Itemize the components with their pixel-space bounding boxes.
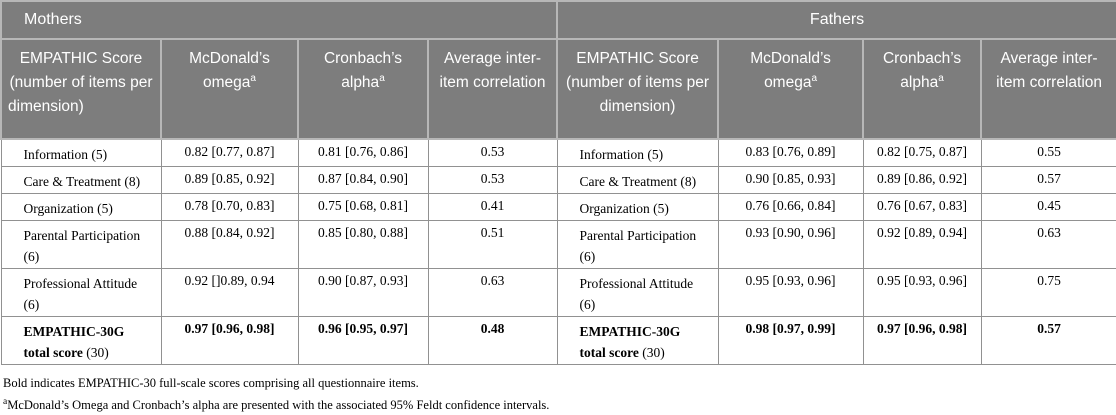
mothers-alpha-column-header: Cronbach’s alphaa [297, 38, 429, 140]
footnote-a: aMcDonald’s Omega and Cronbach’s alpha a… [3, 393, 1116, 415]
table-row: Care & Treatment (8) 0.89 [0.85, 0.92] 0… [0, 166, 1116, 194]
mothers-dimension-label: Care & Treatment (8) [0, 166, 162, 194]
total-label-note: (30) [638, 345, 665, 360]
mothers-avg-value: 0.41 [427, 193, 558, 221]
fathers-alpha-value: 0.76 [0.67, 0.83] [862, 193, 982, 221]
omega-label: McDonald’s omega [189, 50, 270, 91]
mothers-dimension-label: Information (5) [0, 138, 162, 167]
fathers-omega-column-header: McDonald’s omegaa [717, 38, 865, 140]
mothers-dimension-label: Organization (5) [0, 193, 162, 221]
fathers-alpha-value: 0.82 [0.75, 0.87] [862, 138, 982, 167]
mothers-avg-value: 0.63 [427, 268, 558, 317]
fathers-dimension-label: Professional Attitude (6) [556, 268, 719, 317]
fathers-dimension-label: Information (5) [556, 138, 719, 167]
mothers-alpha-value: 0.96 [0.95, 0.97] [297, 316, 429, 365]
mothers-avg-value: 0.48 [427, 316, 558, 365]
fathers-omega-value: 0.90 [0.85, 0.93] [717, 166, 864, 194]
mothers-alpha-value: 0.75 [0.68, 0.81] [297, 193, 429, 221]
alpha-label: Cronbach’s alpha [323, 50, 403, 91]
fathers-alpha-column-header: Cronbach’s alphaa [862, 38, 983, 140]
table-row: Organization (5) 0.78 [0.70, 0.83] 0.75 … [0, 193, 1116, 221]
table-row: Parental Participation (6) 0.88 [0.84, 0… [0, 220, 1116, 269]
fathers-omega-value: 0.98 [0.97, 0.99] [717, 316, 864, 365]
footnote-a-marker: a [3, 397, 8, 407]
alpha-label: Cronbach’s alpha [882, 50, 962, 91]
fathers-score-column-header: EMPATHIC Score (number of items per dime… [556, 38, 720, 140]
fathers-avg-value: 0.57 [980, 316, 1116, 365]
table-footnotes: Bold indicates EMPATHIC-30 full-scale sc… [3, 374, 1116, 415]
mothers-alpha-value: 0.87 [0.84, 0.90] [297, 166, 429, 194]
table-body: Information (5) 0.82 [0.77, 0.87] 0.81 [… [0, 138, 1116, 365]
mothers-total-label: EMPATHIC-30G total score (30) [0, 316, 162, 365]
mothers-omega-value: 0.82 [0.77, 0.87] [160, 138, 299, 167]
mothers-avg-value: 0.53 [427, 138, 558, 167]
fathers-omega-value: 0.95 [0.93, 0.96] [717, 268, 864, 317]
fathers-dimension-label: Organization (5) [556, 193, 719, 221]
mothers-omega-column-header: McDonald’s omegaa [160, 38, 299, 140]
fathers-dimension-label: Parental Participation (6) [556, 220, 719, 269]
mothers-score-column-header: EMPATHIC Score (number of items per dime… [0, 38, 162, 140]
table-header: Mothers Fathers EMPATHIC Score (number o… [0, 0, 1116, 140]
fathers-omega-value: 0.93 [0.90, 0.96] [717, 220, 864, 269]
footnote-a-text: McDonald’s Omega and Cronbach’s alpha ar… [7, 398, 550, 413]
mothers-avg-value: 0.53 [427, 166, 558, 194]
fathers-total-label: EMPATHIC-30G total score (30) [556, 316, 719, 365]
mothers-avg-column-header: Average inter-item correlation [426, 38, 559, 140]
fathers-group-header: Fathers [556, 0, 1116, 40]
fathers-alpha-value: 0.95 [0.93, 0.96] [862, 268, 982, 317]
footnote-marker-a: a [250, 72, 256, 84]
group-header-row: Mothers Fathers [0, 0, 1116, 40]
total-label-note: (30) [82, 345, 109, 360]
reliability-table: Mothers Fathers EMPATHIC Score (number o… [0, 0, 1116, 365]
total-label-bold: EMPATHIC-30G total score [579, 324, 681, 360]
footnote-marker-a: a [938, 72, 944, 84]
fathers-omega-value: 0.83 [0.76, 0.89] [717, 138, 864, 167]
total-label-bold: EMPATHIC-30G total score [23, 324, 125, 360]
mothers-omega-value: 0.92 []0.89, 0.94 [160, 268, 299, 317]
fathers-avg-value: 0.55 [980, 138, 1116, 167]
table-row: Professional Attitude (6) 0.92 []0.89, 0… [0, 268, 1116, 317]
mothers-dimension-label: Parental Participation (6) [0, 220, 162, 269]
mothers-alpha-value: 0.85 [0.80, 0.88] [297, 220, 429, 269]
fathers-dimension-label: Care & Treatment (8) [556, 166, 719, 194]
column-header-row: EMPATHIC Score (number of items per dime… [0, 38, 1116, 140]
mothers-group-header: Mothers [0, 0, 559, 40]
fathers-alpha-value: 0.89 [0.86, 0.92] [862, 166, 982, 194]
fathers-avg-value: 0.63 [980, 220, 1116, 269]
mothers-omega-value: 0.89 [0.85, 0.92] [160, 166, 299, 194]
total-score-row: EMPATHIC-30G total score (30) 0.97 [0.96… [0, 316, 1116, 365]
fathers-avg-value: 0.45 [980, 193, 1116, 221]
footnote-marker-a: a [811, 72, 818, 84]
fathers-alpha-value: 0.97 [0.96, 0.98] [862, 316, 982, 365]
mothers-alpha-value: 0.90 [0.87, 0.93] [297, 268, 429, 317]
mothers-omega-value: 0.88 [0.84, 0.92] [160, 220, 299, 269]
table-row: Information (5) 0.82 [0.77, 0.87] 0.81 [… [0, 138, 1116, 167]
footnote-bold-note: Bold indicates EMPATHIC-30 full-scale sc… [3, 376, 419, 390]
footnote-marker-a: a [379, 72, 385, 84]
omega-label: McDonald’s omega [750, 50, 831, 91]
fathers-omega-value: 0.76 [0.66, 0.84] [717, 193, 864, 221]
fathers-avg-value: 0.57 [980, 166, 1116, 194]
fathers-alpha-value: 0.92 [0.89, 0.94] [862, 220, 982, 269]
fathers-avg-value: 0.75 [980, 268, 1116, 317]
mothers-avg-value: 0.51 [427, 220, 558, 269]
mothers-alpha-value: 0.81 [0.76, 0.86] [297, 138, 429, 167]
mothers-dimension-label: Professional Attitude (6) [0, 268, 162, 317]
fathers-avg-column-header: Average inter-item correlation [980, 38, 1116, 140]
mothers-omega-value: 0.78 [0.70, 0.83] [160, 193, 299, 221]
mothers-omega-value: 0.97 [0.96, 0.98] [160, 316, 299, 365]
